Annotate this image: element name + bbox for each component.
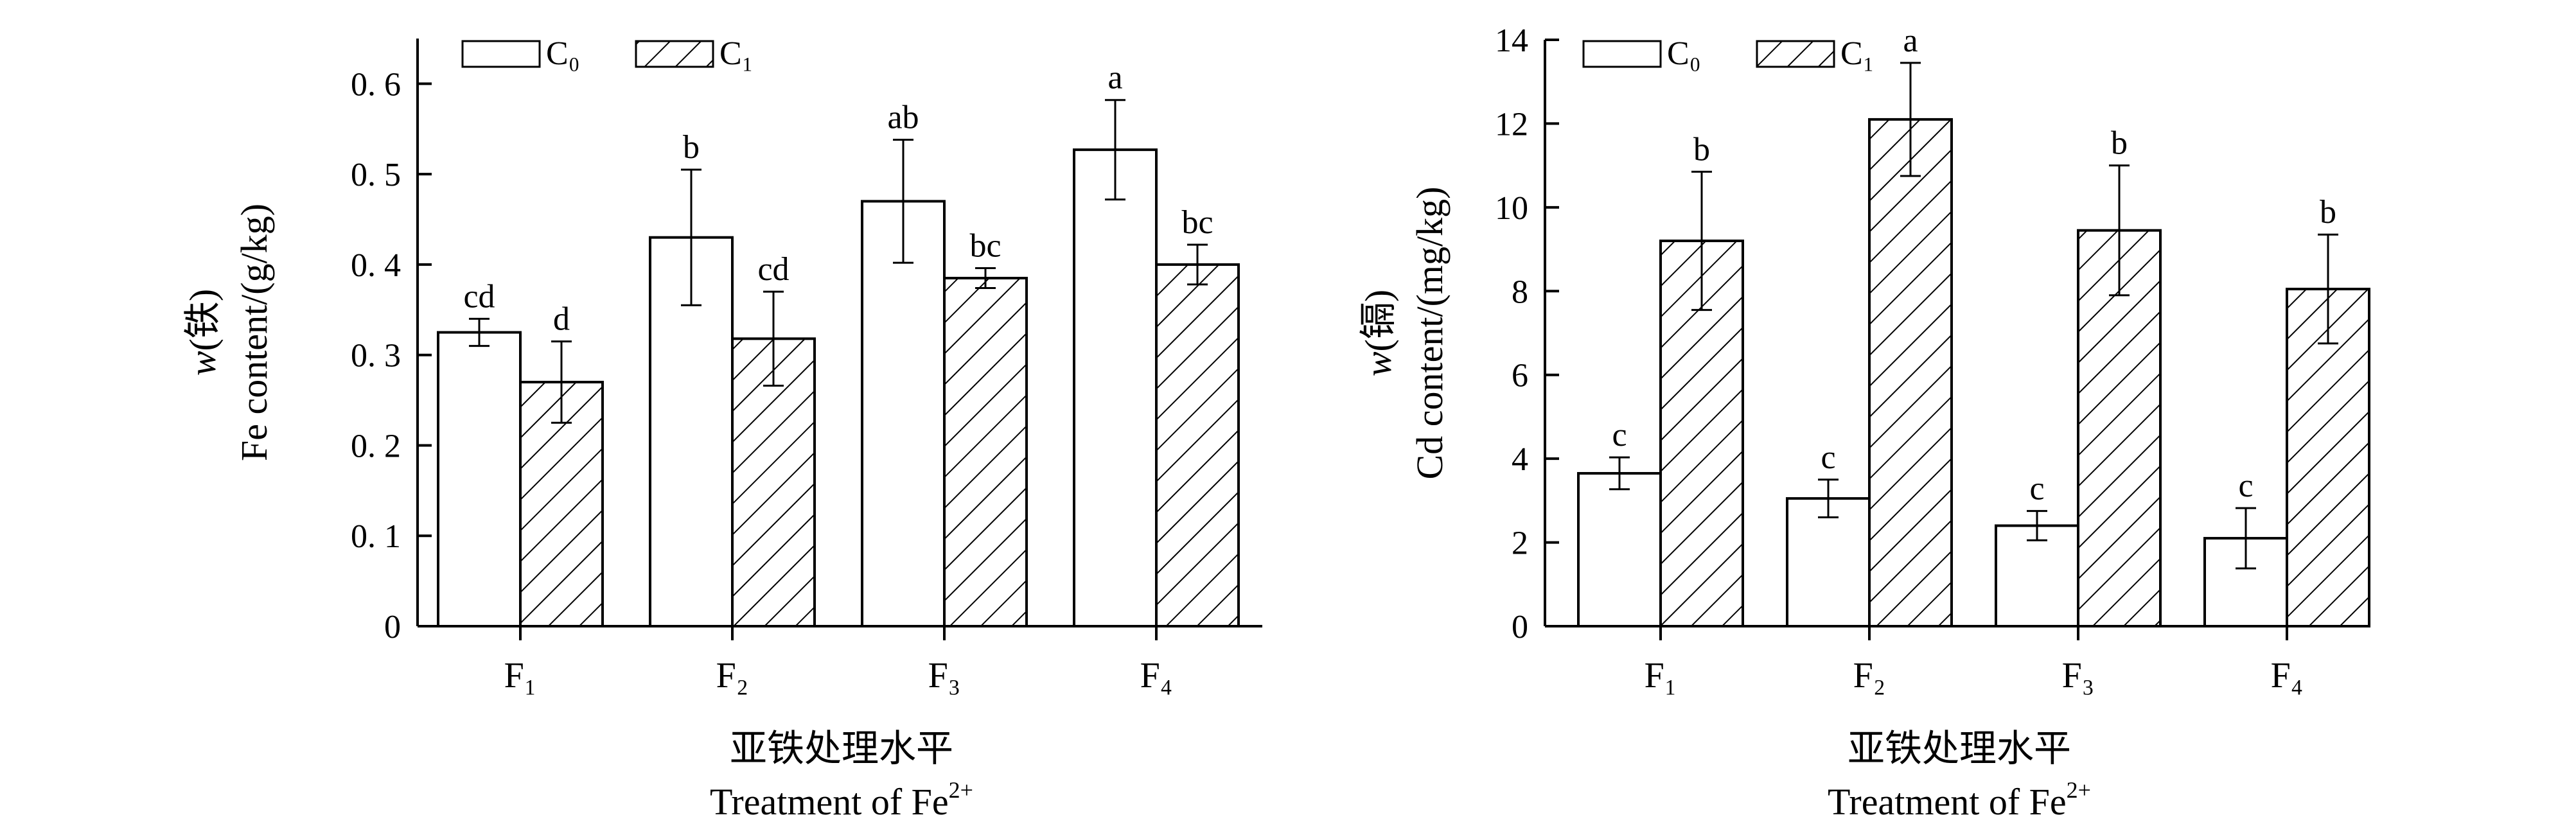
y-axis-title-cn: w(铁) — [182, 289, 224, 376]
significance-letter: cd — [463, 278, 495, 315]
y-axis-title: Fe content/(g/kg) — [233, 204, 275, 461]
bar — [861, 200, 946, 627]
x-axis-title: Treatment of Fe2+ — [1828, 777, 2091, 823]
significance-letter: bc — [969, 228, 1001, 265]
significance-letter: d — [553, 301, 570, 338]
y-tick-label: 0. 4 — [351, 247, 401, 284]
y-tick-label: 0. 2 — [351, 428, 401, 464]
x-tick-label: F₂ — [1853, 656, 1886, 696]
bar — [1155, 263, 1240, 627]
y-tick-label: 10 — [1495, 190, 1528, 227]
bar — [1577, 471, 1662, 627]
bar — [1868, 118, 1953, 627]
chart-panel-cd: 0 2 4 6 8 10 12 14 Cd content/(mg/kg)w(镉) C₀ C₁ c b F… — [1357, 22, 2370, 823]
bar — [943, 277, 1028, 627]
significance-letter: bc — [1181, 204, 1213, 241]
y-tick-label: 0. 5 — [351, 157, 401, 193]
significance-letter: b — [1693, 131, 1710, 168]
legend-label: C₁ — [1840, 35, 1875, 72]
x-tick-label: F₁ — [504, 656, 537, 696]
significance-letter: ab — [887, 100, 919, 136]
x-tick-label: F₁ — [1645, 656, 1677, 696]
x-axis-title-cn: 亚铁处理水平 — [1848, 728, 2071, 769]
y-tick-label: 2 — [1512, 525, 1528, 562]
legend-label: C₀ — [1667, 35, 1701, 72]
significance-letter: c — [2029, 471, 2044, 507]
significance-letter: b — [2320, 194, 2336, 231]
y-tick-label: 0 — [384, 609, 401, 645]
y-tick-label: 14 — [1495, 22, 1528, 59]
x-tick-label: F₄ — [2271, 656, 2304, 696]
y-tick-label: 6 — [1512, 358, 1528, 394]
bar — [1995, 524, 2079, 627]
chart-panel-fe: 0 0. 1 0. 2 0. 3 0. 4 0. 5 0. 6 Fe content/(g/k… — [182, 35, 1262, 823]
legend-label: C₁ — [719, 35, 754, 72]
significance-letter: c — [1821, 439, 1835, 476]
bar — [1073, 148, 1158, 627]
significance-letter: a — [1107, 60, 1122, 96]
x-tick-label: F₃ — [2062, 656, 2095, 696]
legend-swatch — [1756, 40, 1835, 68]
legend-swatch — [1582, 40, 1662, 68]
x-axis-title: Treatment of Fe2+ — [710, 777, 973, 823]
y-axis-title: Cd content/(mg/kg) — [1409, 187, 1451, 480]
significance-letter: a — [1903, 22, 1918, 59]
y-tick-label: 12 — [1495, 106, 1528, 143]
y-tick-label: 8 — [1512, 274, 1528, 310]
significance-letter: b — [683, 129, 700, 166]
y-tick-label: 0 — [1512, 609, 1528, 645]
bar — [2077, 229, 2162, 628]
significance-letter: c — [2238, 468, 2253, 504]
x-tick-label: F₄ — [1140, 656, 1173, 696]
x-tick-label: F₂ — [716, 656, 749, 696]
y-tick-label: 0. 1 — [351, 518, 401, 555]
x-tick-label: F₃ — [928, 656, 961, 696]
legend-swatch — [635, 40, 714, 68]
y-axis-title-cn: w(镉) — [1357, 290, 1399, 376]
x-axis-title-cn: 亚铁处理水平 — [730, 728, 953, 769]
y-tick-label: 0. 6 — [351, 66, 401, 103]
legend-swatch — [461, 40, 541, 68]
legend-label: C₀ — [546, 35, 580, 72]
significance-letter: cd — [757, 251, 789, 288]
y-tick-label: 4 — [1512, 441, 1528, 478]
bar — [437, 331, 522, 627]
significance-letter: c — [1612, 417, 1627, 453]
bar — [1786, 497, 1871, 627]
significance-letter: b — [2111, 125, 2128, 162]
y-tick-label: 0. 3 — [351, 338, 401, 374]
